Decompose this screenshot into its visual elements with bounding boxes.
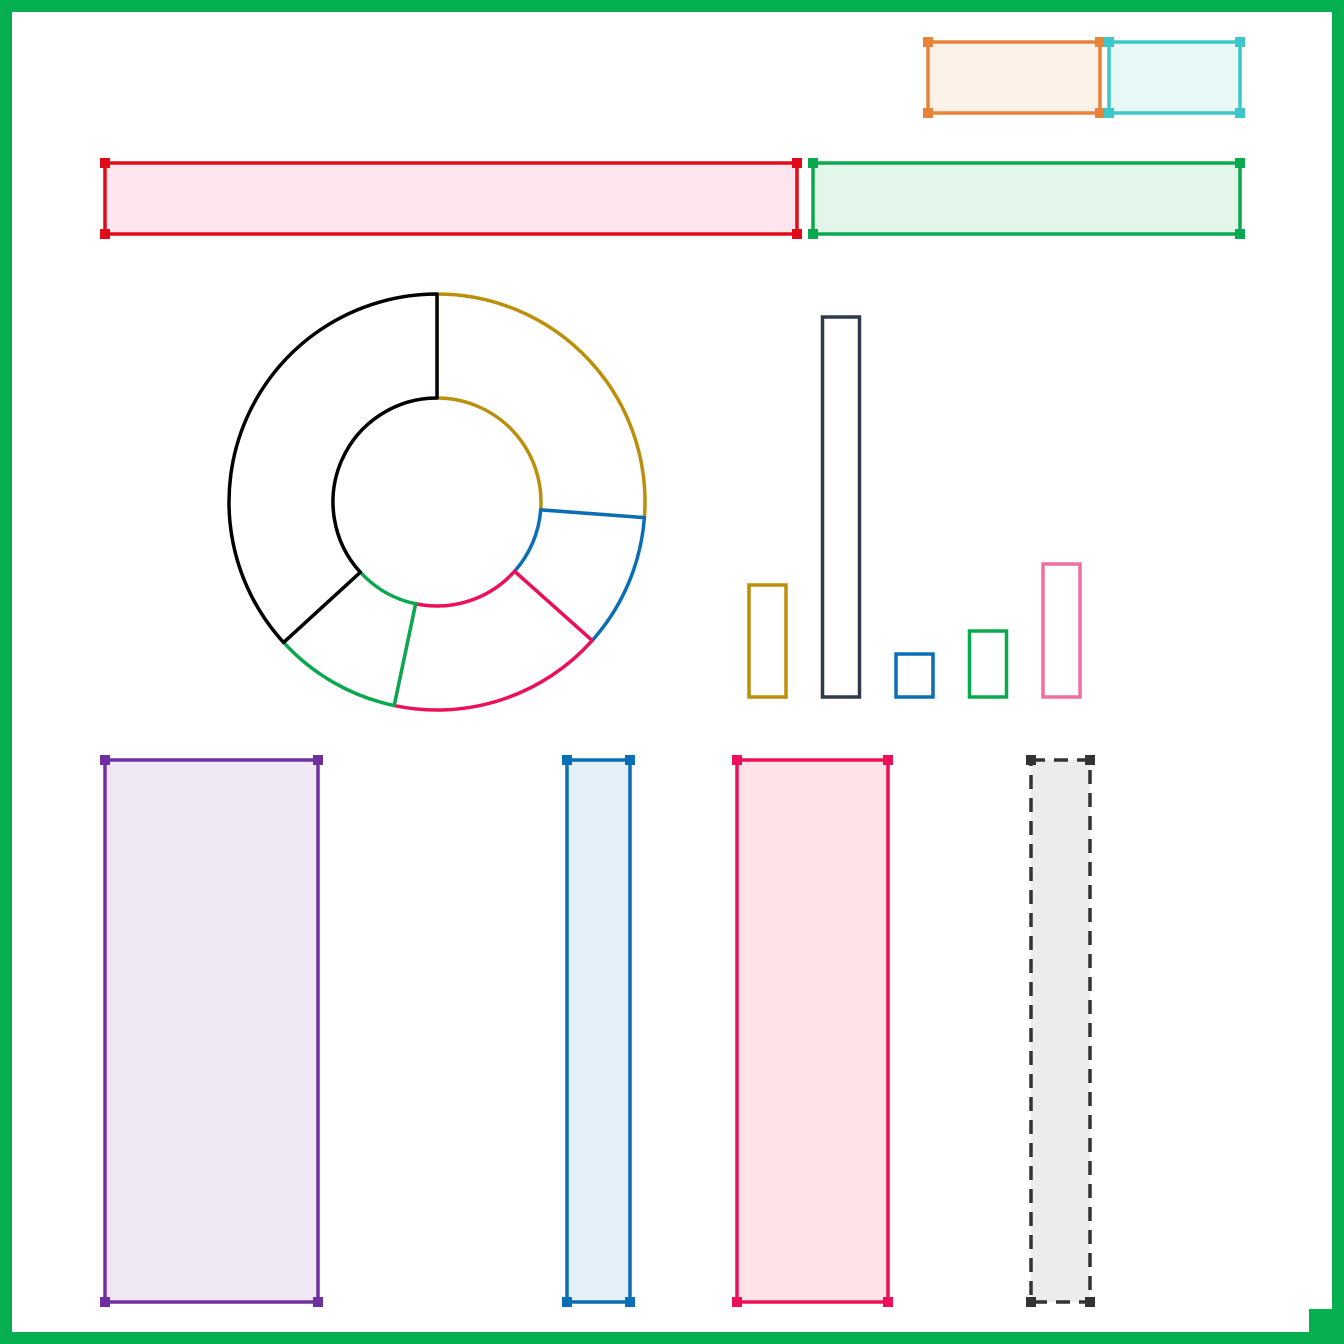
pink-box[interactable]: [732, 755, 893, 1307]
orange-box-handle-bl[interactable]: [923, 108, 933, 118]
donut-slice-3: [392, 569, 594, 712]
green-box-outline[interactable]: [811, 161, 1242, 236]
donut-slice-5: [227, 292, 439, 645]
bar-chart: [747, 315, 1082, 699]
bar-1: [747, 583, 788, 699]
pink-box-handle-tl[interactable]: [732, 755, 742, 765]
cyan-box-handle-tl[interactable]: [1104, 37, 1114, 47]
red-box-handle-bl[interactable]: [100, 229, 110, 239]
red-box-handle-br[interactable]: [792, 229, 802, 239]
blue-box-handle-tl[interactable]: [562, 755, 572, 765]
blue-box-handle-br[interactable]: [625, 1297, 635, 1307]
cyan-box-outline[interactable]: [1107, 40, 1242, 115]
donut-slice-1: [435, 292, 647, 520]
gray-dashed-box-outline[interactable]: [1029, 758, 1092, 1304]
orange-box[interactable]: [923, 37, 1105, 118]
resize-handle[interactable]: [1309, 1309, 1337, 1337]
red-box-handle-tl[interactable]: [100, 158, 110, 168]
bar-5: [1041, 562, 1082, 699]
gray-dashed-box[interactable]: [1026, 755, 1095, 1307]
pink-box-handle-tr[interactable]: [883, 755, 893, 765]
purple-box-outline[interactable]: [103, 758, 320, 1304]
pink-box-handle-bl[interactable]: [732, 1297, 742, 1307]
bar-3: [894, 652, 935, 699]
pink-box-outline[interactable]: [735, 758, 890, 1304]
purple-box-handle-tl[interactable]: [100, 755, 110, 765]
red-box-outline[interactable]: [103, 161, 799, 236]
purple-box-handle-tr[interactable]: [313, 755, 323, 765]
green-box-handle-tr[interactable]: [1235, 158, 1245, 168]
blue-box-outline[interactable]: [565, 758, 632, 1304]
blue-box[interactable]: [562, 755, 635, 1307]
red-box[interactable]: [100, 158, 802, 239]
blue-box-handle-bl[interactable]: [562, 1297, 572, 1307]
blue-box-handle-tr[interactable]: [625, 755, 635, 765]
orange-box-handle-tl[interactable]: [923, 37, 933, 47]
purple-box-handle-br[interactable]: [313, 1297, 323, 1307]
red-box-handle-tr[interactable]: [792, 158, 802, 168]
green-box-handle-bl[interactable]: [808, 229, 818, 239]
pink-box-handle-br[interactable]: [883, 1297, 893, 1307]
orange-box-handle-br[interactable]: [1095, 108, 1105, 118]
green-box-handle-br[interactable]: [1235, 229, 1245, 239]
gray-dashed-box-handle-br[interactable]: [1085, 1297, 1095, 1307]
gray-dashed-box-handle-bl[interactable]: [1026, 1297, 1036, 1307]
bar-2: [820, 315, 862, 699]
cyan-box[interactable]: [1104, 37, 1245, 118]
cyan-box-handle-br[interactable]: [1235, 108, 1245, 118]
orange-box-handle-tr[interactable]: [1095, 37, 1105, 47]
green-box[interactable]: [808, 158, 1245, 239]
purple-box-handle-bl[interactable]: [100, 1297, 110, 1307]
cyan-box-handle-bl[interactable]: [1104, 108, 1114, 118]
purple-box[interactable]: [100, 755, 323, 1307]
gray-dashed-box-handle-tr[interactable]: [1085, 755, 1095, 765]
green-box-handle-tl[interactable]: [808, 158, 818, 168]
cyan-box-handle-tr[interactable]: [1235, 37, 1245, 47]
bar-4: [967, 629, 1009, 699]
orange-box-outline[interactable]: [926, 40, 1102, 115]
donut-chart: [227, 292, 647, 712]
boxes-layer: [100, 37, 1245, 1307]
gray-dashed-box-handle-tl[interactable]: [1026, 755, 1036, 765]
